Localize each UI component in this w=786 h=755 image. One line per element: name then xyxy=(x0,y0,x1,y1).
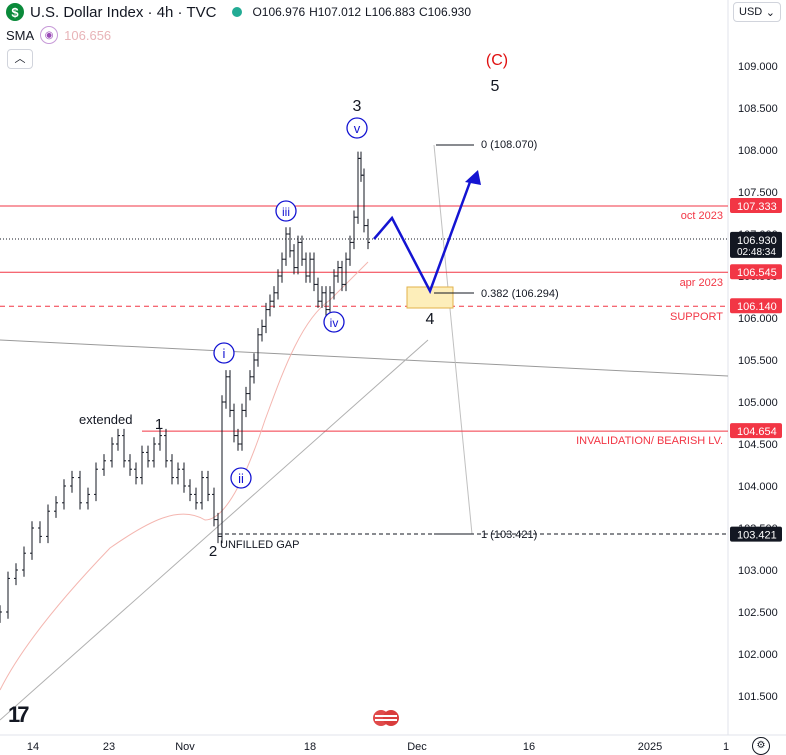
price-label-bg-0 xyxy=(730,198,782,214)
candles-group[interactable] xyxy=(0,151,370,623)
wave-circle-iii: iii xyxy=(275,200,297,222)
wave-label-2: 2 xyxy=(209,543,217,560)
wave-circle-ii: ii xyxy=(230,467,252,489)
x-tick-label-5: 16 xyxy=(523,741,535,753)
y-tick-label-6: 106.000 xyxy=(738,313,778,325)
level-label-invalidation: INVALIDATION/ BEARISH LV. xyxy=(576,435,723,447)
wave-label-1: 1 xyxy=(155,416,163,433)
market-status-dot-icon[interactable] xyxy=(232,7,243,17)
price-label-5: 103.421 xyxy=(737,530,777,542)
svg-text:i: i xyxy=(223,346,226,361)
price-label-1: 106.930 xyxy=(737,235,777,247)
wave-circle-iv: iv xyxy=(323,311,345,333)
price-label-0: 107.333 xyxy=(737,201,777,213)
symbol-title[interactable]: U.S. Dollar Index · 4h · TVC xyxy=(30,3,217,21)
projection-arrowhead xyxy=(465,170,481,185)
price-label-bg-3 xyxy=(730,298,782,314)
sma-legend[interactable]: SMA ◉ 106.656 xyxy=(6,26,111,44)
y-tick-label-12: 103.000 xyxy=(738,565,778,577)
y-tick-label-2: 108.000 xyxy=(738,145,778,157)
price-label-countdown: 02:48:34 xyxy=(737,247,776,258)
price-label-2: 106.545 xyxy=(737,267,777,279)
y-tick-label-9: 104.500 xyxy=(738,439,778,451)
price-axis[interactable]: 109.000108.500108.000107.500107.000106.5… xyxy=(738,61,778,703)
wave-circle-i: i xyxy=(213,342,235,364)
symbol-icon[interactable]: $ xyxy=(6,3,24,21)
y-tick-label-0: 109.000 xyxy=(738,61,778,73)
price-label-bg-2 xyxy=(730,264,782,280)
sma-value: 106.656 xyxy=(64,27,112,43)
wave-label-c: (C) xyxy=(486,52,508,69)
y-tick-label-15: 101.500 xyxy=(738,691,778,703)
y-tick-label-14: 102.000 xyxy=(738,649,778,661)
y-tick-label-3: 107.500 xyxy=(738,187,778,199)
note-extended: extended xyxy=(79,412,133,427)
x-tick-label-1: 23 xyxy=(103,741,115,753)
fib-label-0: 0 (108.070) xyxy=(481,139,537,151)
price-label-bg-5 xyxy=(730,526,782,542)
x-tick-label-6: 2025 xyxy=(638,741,662,753)
price-label-4: 104.654 xyxy=(737,426,777,438)
target-zone-box[interactable] xyxy=(406,286,454,309)
channel-line[interactable] xyxy=(0,339,729,377)
price-label-bg-1 xyxy=(730,231,782,258)
levels-group xyxy=(0,205,728,432)
svg-text:iii: iii xyxy=(282,205,290,219)
sma-settings-icon[interactable]: ◉ xyxy=(40,26,59,44)
base-trendline[interactable] xyxy=(0,339,429,721)
tradingview-logo-icon[interactable]: 17 xyxy=(8,702,30,727)
fib-label-0382: 0.382 (106.294) xyxy=(481,288,559,300)
ohlc-close: C106.930 xyxy=(418,5,471,19)
currency-label: USD xyxy=(739,6,763,18)
chevron-down-icon: ⌄ xyxy=(765,6,775,19)
price-label-bg-4 xyxy=(730,423,782,439)
x-tick-label-3: 18 xyxy=(304,741,316,753)
x-tick-label-0: 14 xyxy=(27,741,39,753)
x-tick-label-2: Nov xyxy=(175,741,195,753)
level-label-apr2023: apr 2023 xyxy=(680,277,723,289)
ohlc-high: H107.012 xyxy=(309,5,362,19)
y-tick-label-1: 108.500 xyxy=(738,103,778,115)
svg-text:v: v xyxy=(354,121,361,136)
note-unfilled-gap: UNFILLED GAP xyxy=(220,539,299,551)
level-label-oct2023: oct 2023 xyxy=(681,210,723,222)
time-axis[interactable]: 14 23 Nov 18 Dec 16 2025 1 xyxy=(27,741,729,753)
y-tick-label-13: 102.500 xyxy=(738,607,778,619)
projection-path[interactable] xyxy=(373,181,472,295)
collapse-legend-button[interactable]: ︿ xyxy=(7,49,33,69)
x-tick-label-7: 1 xyxy=(723,741,729,753)
fib-diagonal[interactable] xyxy=(433,144,473,535)
y-tick-label-8: 105.000 xyxy=(738,397,778,409)
us-flag-icon[interactable] xyxy=(372,708,400,728)
wave-label-4: 4 xyxy=(426,311,435,328)
fib-label-1: 1 (103.421) xyxy=(481,529,537,541)
gear-icon[interactable]: ⚙ xyxy=(752,737,770,755)
wave-circle-v: v xyxy=(346,117,368,139)
price-label-3: 106.140 xyxy=(737,301,777,313)
y-tick-label-7: 105.500 xyxy=(738,355,778,367)
wave-label-5: 5 xyxy=(491,78,500,95)
sma-label: SMA xyxy=(6,27,35,43)
svg-text:ii: ii xyxy=(238,471,244,486)
svg-text:iv: iv xyxy=(330,316,339,330)
x-tick-label-4: Dec xyxy=(407,741,427,753)
y-tick-label-10: 104.000 xyxy=(738,481,778,493)
ohlc-open: O106.976 xyxy=(252,5,306,19)
currency-selector[interactable]: USD ⌄ xyxy=(733,2,781,22)
level-label-support: SUPPORT xyxy=(670,311,723,323)
wave-label-3: 3 xyxy=(353,98,362,115)
chart-header: $ U.S. Dollar Index · 4h · TVC O106.976 … xyxy=(0,0,471,24)
ohlc-low: L106.883 xyxy=(365,5,416,19)
